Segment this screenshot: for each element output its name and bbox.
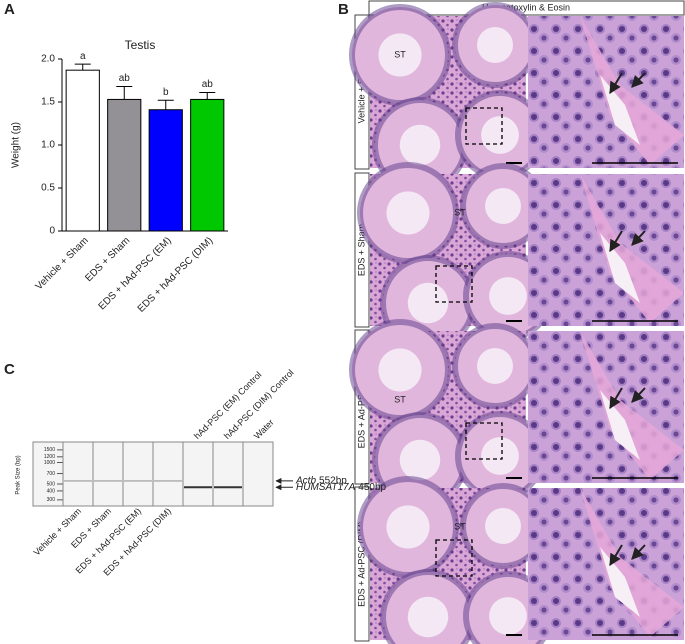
tubule-lumen: [386, 505, 430, 549]
row-label: EDS + Sham: [356, 224, 366, 276]
arrow: [631, 387, 646, 403]
interstitium: [580, 488, 684, 637]
tubule-label: ST: [454, 521, 466, 531]
significance-label: a: [80, 51, 86, 62]
gel-tick-label: 1200: [44, 454, 55, 460]
header-box: [368, 0, 685, 16]
tubule-lumen: [407, 282, 449, 324]
tubule-lumen: [399, 124, 441, 166]
tubule-lumen: [477, 348, 513, 384]
arrow: [609, 72, 623, 95]
tubule-label: ST: [454, 207, 466, 217]
y-tick-label: 0.5: [41, 183, 55, 194]
gel-lane: [182, 441, 214, 507]
gel-tick-label: 1500: [44, 447, 55, 453]
significance-label: b: [163, 87, 169, 98]
y-tick-label: 1.5: [41, 97, 55, 108]
y-tick-label: 0: [49, 226, 55, 237]
panel-label: C: [4, 361, 15, 378]
bar: [107, 98, 142, 232]
band-size: 552bp: [319, 476, 347, 487]
inset-box: [435, 539, 473, 577]
tubule-lumen: [477, 27, 513, 63]
arrow: [609, 230, 623, 253]
row-label: EDS + Ad-PSC (DIM): [356, 521, 366, 607]
significance-label: ab: [202, 79, 214, 90]
tubule-lumen: [399, 439, 441, 481]
gel-tick-label: 300: [47, 497, 56, 503]
x-tick-label: EDS + hAd-PSC (DIM): [136, 235, 215, 314]
arrow: [609, 544, 623, 567]
tubule-lumen: [489, 597, 527, 635]
tubule-lumen: [481, 437, 519, 475]
row-label: Vehicle + Sham: [356, 61, 366, 124]
histology-header: Haematoxylin & Eosin: [482, 2, 570, 12]
inset-box: [465, 107, 503, 145]
tubule-lumen: [481, 116, 519, 154]
x-tick-label: Vehicle + Sham: [34, 235, 91, 292]
bar: [148, 109, 183, 232]
chart-title: Testis: [125, 38, 156, 52]
inset-box: [435, 265, 473, 303]
tubule-lumen: [378, 33, 422, 77]
tubule-lumen: [386, 191, 430, 235]
tubule-lumen: [489, 277, 527, 315]
y-tick-label: 2.0: [41, 54, 55, 65]
row-label: EDS + Ad-PSC (EM): [356, 366, 366, 449]
inset-box: [465, 422, 503, 460]
band-size: 450bp: [358, 482, 386, 493]
gel-lane: [62, 441, 94, 507]
arrow: [631, 544, 646, 560]
gel-tick-label: 700: [47, 471, 56, 477]
panel-label: A: [4, 1, 15, 18]
interstitium: [580, 174, 684, 323]
x-tick-label: EDS + hAd-PSC (EM): [97, 235, 174, 312]
bar: [65, 69, 100, 232]
arrow: [631, 230, 646, 246]
gene-name: Actb: [295, 476, 316, 487]
tubule-lumen: [485, 188, 521, 224]
tubule-lumen: [407, 596, 449, 638]
panel-label: B: [338, 1, 349, 18]
arrow: [631, 72, 646, 88]
tubule-label: ST: [394, 49, 406, 59]
y-axis-label: Weight (g): [11, 122, 22, 168]
y-tick-label: 1.0: [41, 140, 55, 151]
gel-tick-label: 500: [47, 481, 56, 487]
gene-name: HUMSAT17A: [296, 482, 356, 493]
interstitium: [580, 16, 684, 165]
gel-lane: [242, 441, 274, 507]
gel-tick-label: 1000: [44, 460, 55, 466]
lane-label: Water: [252, 417, 276, 441]
gel-lane: [122, 441, 154, 507]
significance-label: ab: [119, 73, 131, 84]
bar: [190, 98, 225, 232]
arrow: [609, 387, 623, 410]
interstitium: [580, 331, 684, 480]
gel-lane: [212, 441, 244, 507]
gel-lane: [152, 441, 184, 507]
tubule-label: ST: [394, 394, 406, 404]
gel-y-label: Peak Size (bp): [16, 455, 22, 494]
gel-lane: [92, 441, 124, 507]
tubule-lumen: [485, 508, 521, 544]
tubule-lumen: [378, 348, 422, 392]
gel-tick-label: 400: [47, 488, 56, 494]
